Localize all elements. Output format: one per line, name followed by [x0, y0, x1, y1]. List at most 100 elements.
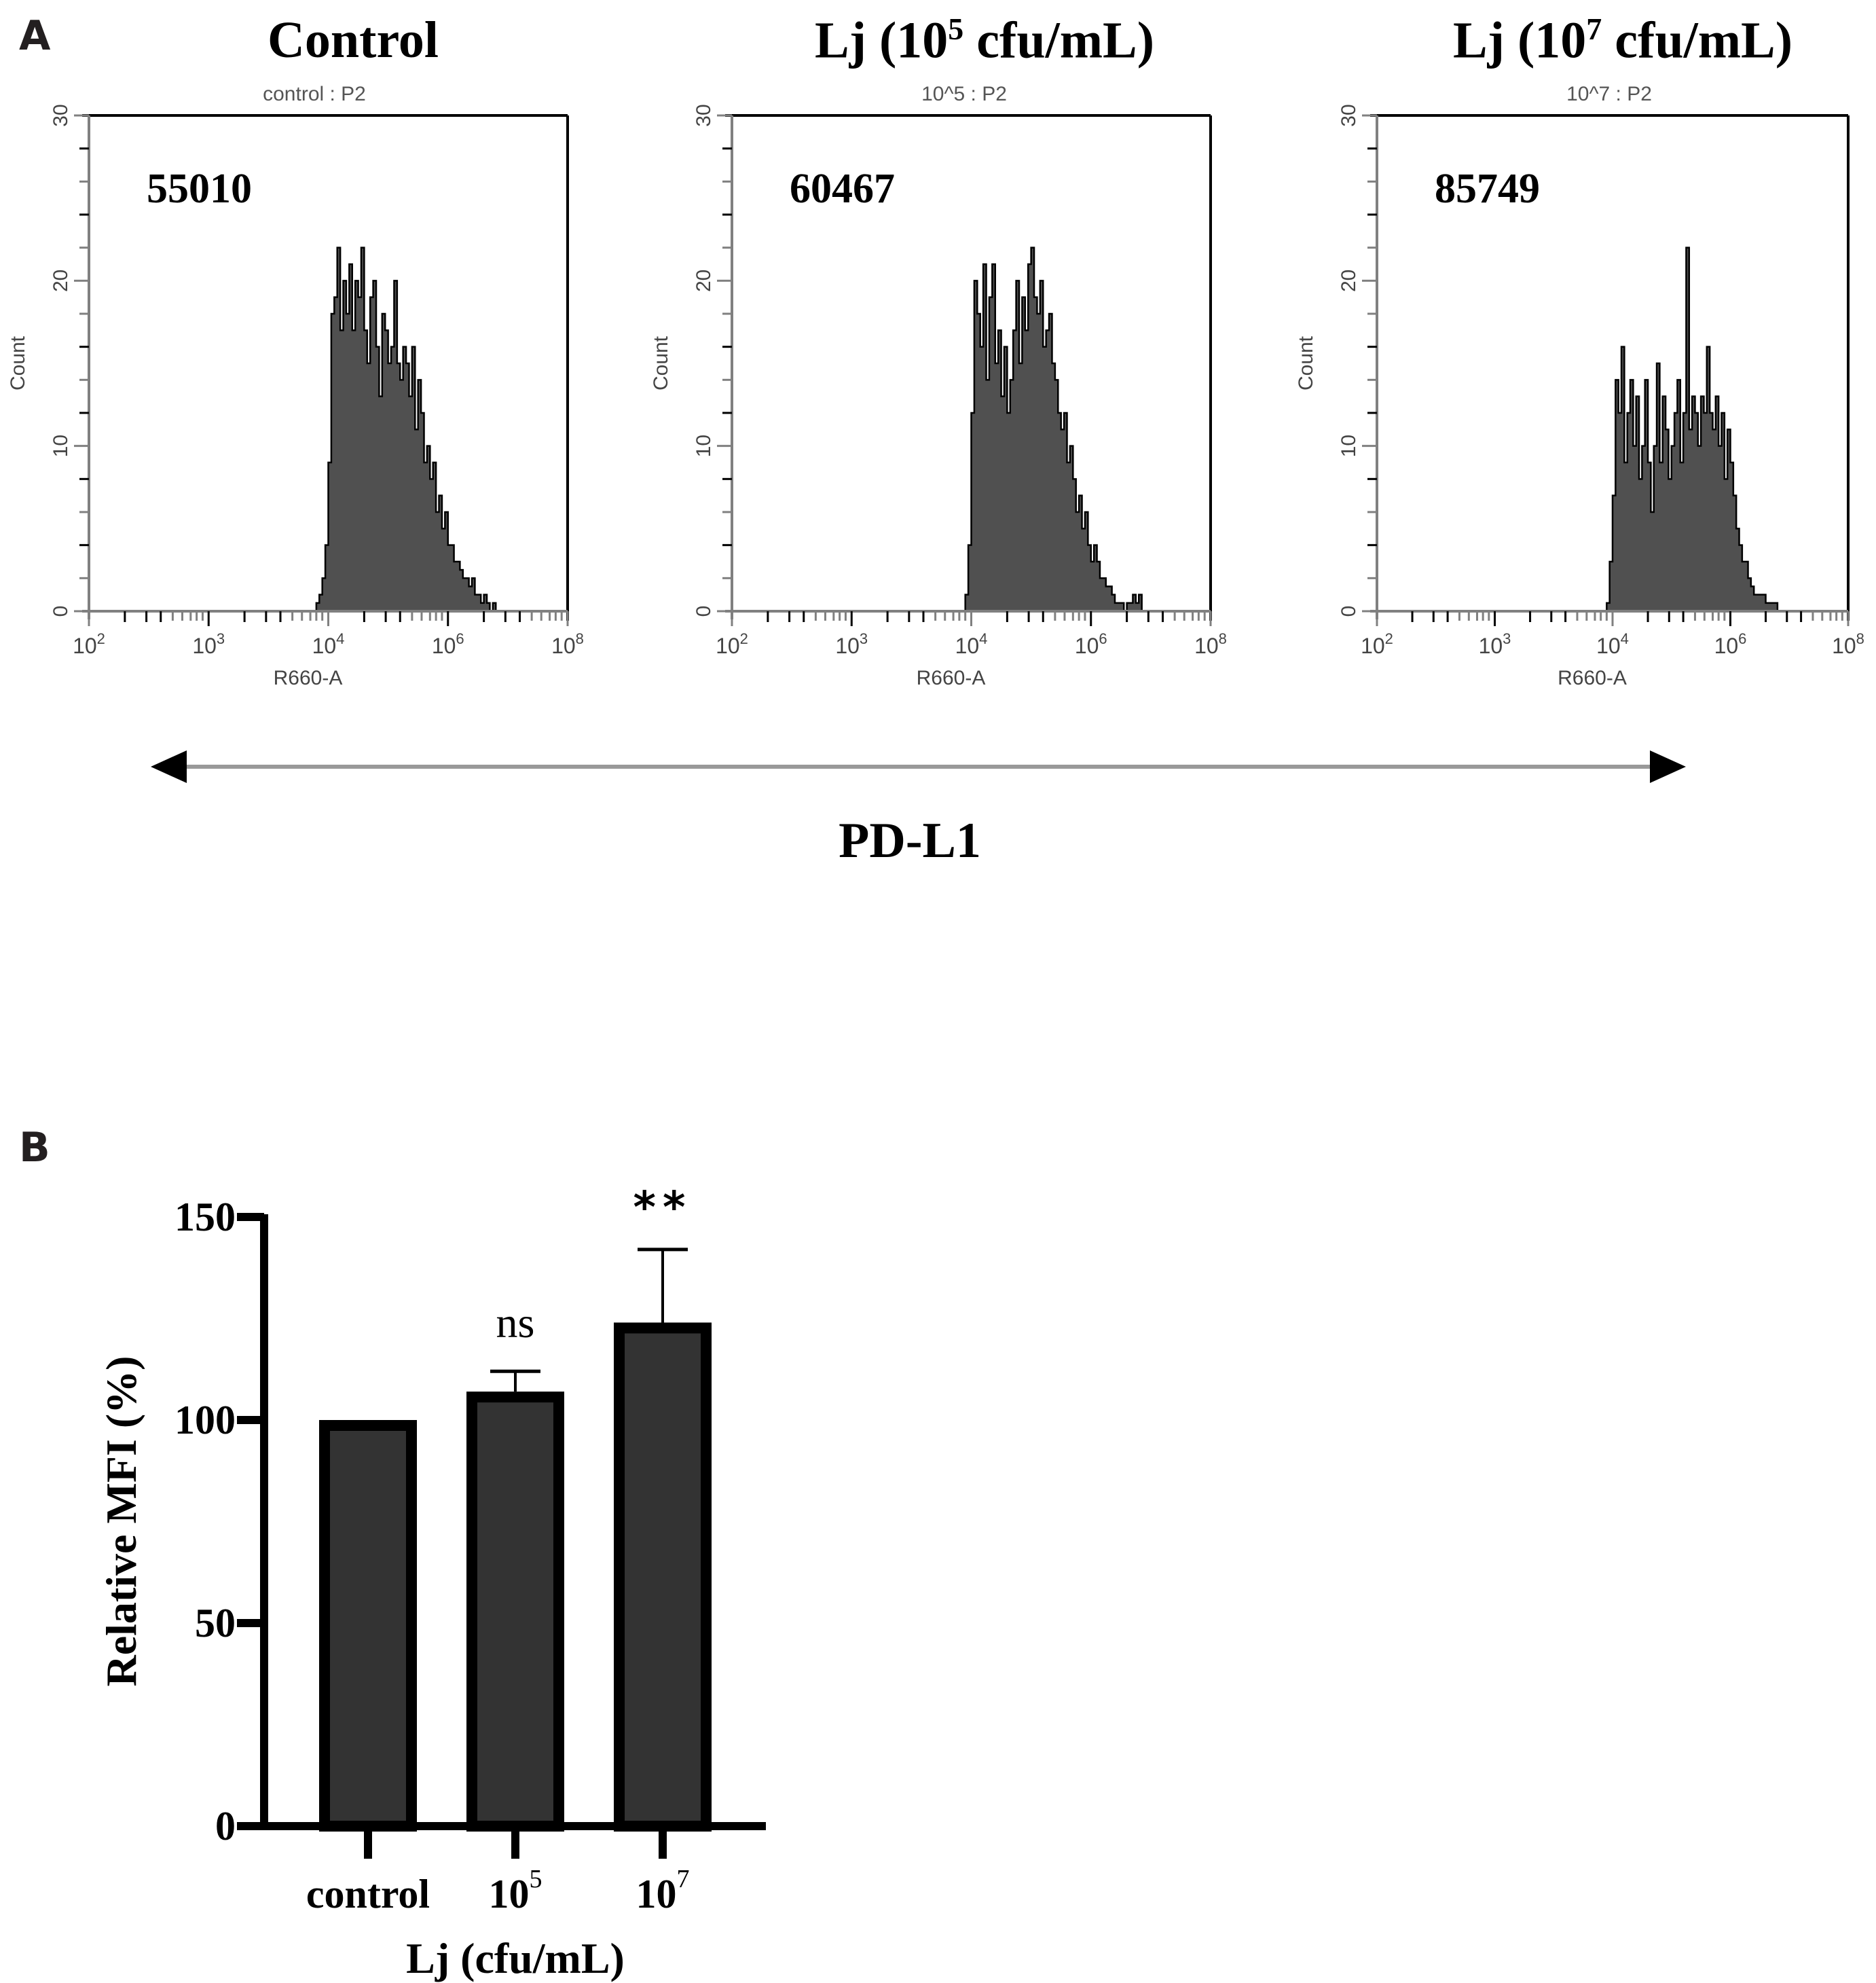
y-tick-label: 0 — [1338, 606, 1360, 617]
arrow-head-left-icon — [151, 750, 187, 783]
x-tick-exp: 4 — [336, 630, 344, 647]
x-tick-base: 10 — [551, 634, 576, 658]
hist-title-prefix: Lj (10 — [1452, 12, 1587, 69]
x-tick-base: 10 — [73, 634, 97, 658]
x-tick-label: 107 — [636, 1865, 690, 1916]
hist-title-exp: 5 — [948, 12, 964, 46]
arrow-head-right-icon — [1650, 750, 1686, 783]
significance-label: ** — [633, 1183, 693, 1233]
hist-title-prefix: Lj (10 — [814, 12, 949, 69]
x-tick-exp: 6 — [456, 630, 464, 647]
y-tick-label: 20 — [1338, 270, 1360, 292]
x-tick-exp: 4 — [979, 630, 987, 647]
bar — [319, 1420, 417, 1832]
x-tick-exp: 8 — [1856, 630, 1864, 647]
x-tick-base: 10 — [1361, 634, 1385, 658]
panel-b-letter: B — [19, 1124, 50, 1171]
y-tick-label: 0 — [693, 606, 715, 617]
x-tick-exp: 2 — [1385, 630, 1393, 647]
x-axis-label: R660-A — [917, 667, 986, 689]
x-tick-label: 108 — [1832, 630, 1864, 658]
x-tick-exp: 2 — [740, 630, 748, 647]
x-axis-label: R660-A — [1558, 667, 1627, 689]
x-tick-label: 108 — [551, 630, 584, 658]
significance-label: ns — [496, 1298, 535, 1347]
x-tick-base: 10 — [312, 634, 337, 658]
x-tick-label: 104 — [955, 630, 988, 658]
x-tick-exp: 3 — [1503, 630, 1511, 647]
x-tick-exp: 8 — [576, 630, 584, 647]
x-tick-base: 10 — [716, 634, 740, 658]
x-tick-base: 10 — [1714, 634, 1739, 658]
x-tick-label: 103 — [835, 630, 868, 658]
x-tick-exp: 3 — [217, 630, 225, 647]
y-axis-label: Relative MFI (%) — [97, 1356, 145, 1687]
hist-title-control: Control — [204, 11, 502, 70]
x-tick-base: 10 — [1832, 634, 1856, 658]
y-tick-label: 0 — [215, 1804, 236, 1849]
x-tick-label: 102 — [1361, 630, 1393, 658]
y-tick-label: 30 — [693, 104, 715, 126]
x-tick-base: 10 — [489, 1872, 530, 1916]
x-tick-base: 10 — [636, 1872, 677, 1916]
y-tick-label: 50 — [195, 1601, 236, 1645]
histogram-area — [964, 247, 1145, 613]
x-tick-label: 106 — [1714, 630, 1747, 658]
hist-title-lj-10-5: Lj (105 cfu/mL) — [767, 11, 1202, 70]
x-tick-exp: 3 — [860, 630, 868, 647]
y-axis-label: Count — [1295, 335, 1317, 390]
x-tick-base: 10 — [1479, 634, 1503, 658]
x-tick-label: control — [306, 1872, 430, 1916]
x-tick-base: 10 — [192, 634, 217, 658]
y-tick-label: 20 — [50, 270, 72, 292]
histogram-bins — [1606, 247, 1784, 613]
mfi-annotation: 60467 — [790, 166, 895, 212]
x-tick-label: 102 — [716, 630, 748, 658]
bar — [614, 1322, 712, 1832]
y-tick-label: 10 — [1338, 435, 1360, 457]
y-tick-label: 100 — [174, 1398, 236, 1442]
x-tick-exp: 8 — [1219, 630, 1227, 647]
y-tick-label: 30 — [50, 104, 72, 126]
x-tick-base: control — [306, 1872, 430, 1916]
x-tick-base: 10 — [1194, 634, 1219, 658]
x-tick-label: 103 — [1479, 630, 1511, 658]
y-tick-label: 30 — [1338, 104, 1360, 126]
x-tick-base: 10 — [1075, 634, 1099, 658]
hist-subtitle-lj-10-7: 10^7 : P2 — [1566, 83, 1652, 105]
x-tick-label: 104 — [1596, 630, 1629, 658]
x-tick-label: 102 — [73, 630, 105, 658]
panel-a-letter: A — [19, 12, 51, 60]
x-tick-exp: 6 — [1738, 630, 1746, 647]
x-tick-base: 10 — [835, 634, 860, 658]
x-tick-label: 108 — [1194, 630, 1227, 658]
x-tick-base: 10 — [1596, 634, 1621, 658]
hist-title-exp: 7 — [1586, 12, 1602, 46]
x-tick-exp: 5 — [530, 1865, 542, 1893]
x-tick-label: 106 — [432, 630, 464, 658]
x-tick-base: 10 — [432, 634, 456, 658]
y-axis-label: Count — [650, 335, 672, 390]
histogram-bins — [964, 247, 1145, 613]
y-tick-label: 10 — [50, 435, 72, 457]
x-tick-label: 105 — [489, 1865, 542, 1916]
x-axis-label: R660-A — [274, 667, 343, 689]
mfi-annotation: 55010 — [147, 166, 252, 212]
pd-l1-label: PD-L1 — [839, 813, 981, 869]
hist-subtitle-control: control : P2 — [263, 83, 366, 105]
mfi-annotation: 85749 — [1435, 166, 1540, 212]
hist-title-suffix: cfu/mL) — [963, 12, 1155, 69]
x-tick-exp: 2 — [97, 630, 105, 647]
histogram-area — [1606, 247, 1784, 613]
histogram-area — [315, 247, 497, 613]
y-tick-label: 20 — [693, 270, 715, 292]
y-axis-label: Count — [7, 335, 29, 390]
x-tick-exp: 7 — [677, 1865, 690, 1893]
x-tick-exp: 4 — [1621, 630, 1629, 647]
x-tick-label: 106 — [1075, 630, 1107, 658]
